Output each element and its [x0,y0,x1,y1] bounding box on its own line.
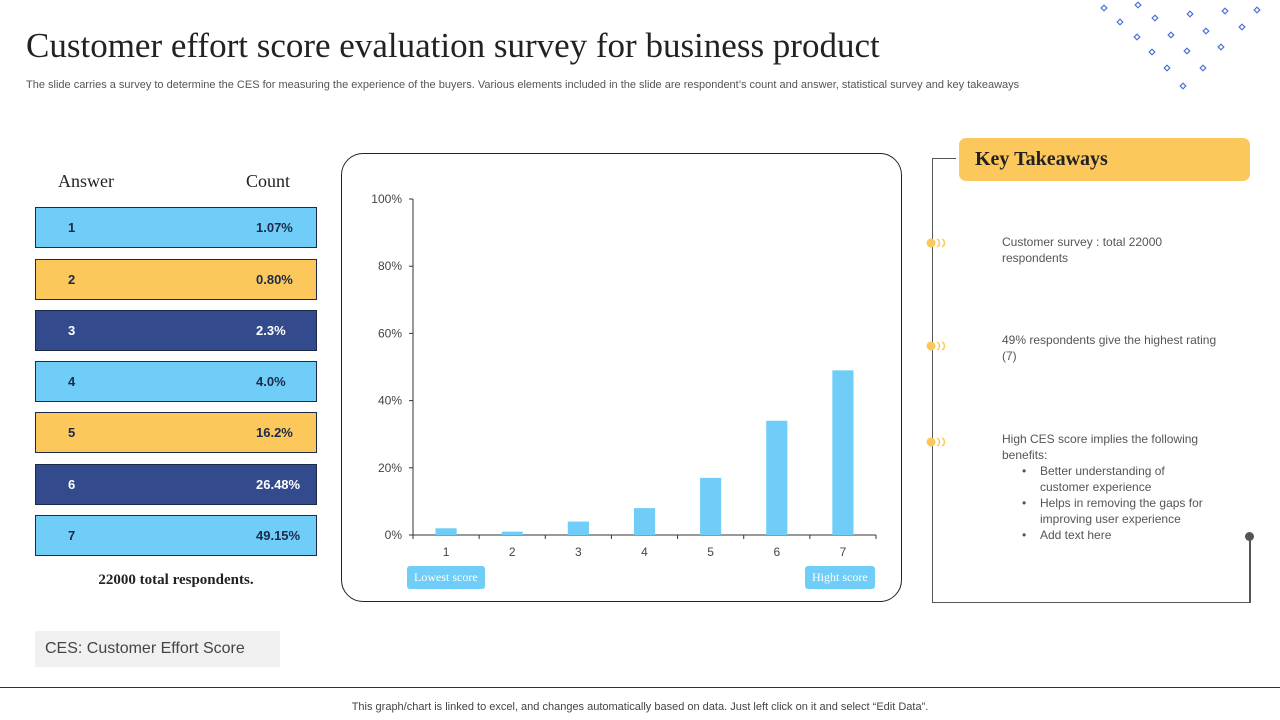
benefit-item: Helps in removing the gaps for improving… [1022,495,1217,527]
benefit-item: Better understanding of customer experie… [1022,463,1217,495]
count-value: 0.80% [256,272,293,287]
decorative-dots-icon [1100,1,1261,90]
y-tick-label: 100% [371,192,402,206]
bar [633,508,656,535]
x-tick-label: 1 [443,545,450,559]
bullet-marker-icon [926,238,946,248]
x-tick-label: 4 [641,545,648,559]
y-tick-label: 0% [385,528,403,542]
bar [700,477,722,535]
takeaway-text: High CES score implies the following ben… [1002,432,1199,462]
highest-score-tag: Hight score [805,566,875,589]
ces-definition: CES: Customer Effort Score [35,631,280,667]
y-tick-label: 80% [378,259,402,273]
page-subtitle: The slide carries a survey to determine … [26,79,1020,91]
y-tick-label: 20% [378,461,402,475]
table-row: 5 16.2% [35,412,317,453]
bullet-marker-icon [926,341,946,351]
table-row: 7 49.15% [35,515,317,556]
lowest-score-tag: Lowest score [407,566,485,589]
table-row: 4 4.0% [35,361,317,402]
benefit-item: Add text here [1022,527,1217,543]
y-tick-label: 60% [378,326,402,340]
answer-value: 3 [68,323,76,338]
table-row: 3 2.3% [35,310,317,351]
takeaway-text: Customer survey : total 22000 respondent… [1002,235,1163,265]
bullet-marker-icon [926,437,946,447]
chart-panel [341,153,902,602]
count-value: 2.3% [256,323,286,338]
takeaway-item: 49% respondents give the highest rating … [1002,332,1217,364]
count-column-header: Count [246,171,291,191]
answer-column-header: Answer [58,171,114,191]
takeaways-header: Key Takeaways [959,138,1250,181]
count-value: 49.15% [256,528,301,543]
x-tick-label: 6 [773,545,780,559]
count-value: 1.07% [256,220,293,235]
answer-value: 6 [68,477,76,492]
bar [501,531,523,535]
frame-end-dot-icon [1245,532,1254,541]
bar [766,420,788,535]
total-respondents: 22000 total respondents. [98,572,254,588]
count-value: 26.48% [256,477,301,492]
table-row: 1 1.07% [35,207,317,248]
count-value: 4.0% [256,374,286,389]
y-tick-label: 40% [378,394,402,408]
bar [832,370,854,535]
x-tick-label: 7 [840,545,847,559]
takeaway-item: High CES score implies the following ben… [1002,431,1217,543]
x-tick-label: 3 [575,545,582,559]
benefit-list: Better understanding of customer experie… [1022,463,1217,543]
takeaway-text: 49% respondents give the highest rating … [1002,333,1217,363]
takeaway-item: Customer survey : total 22000 respondent… [1002,234,1217,266]
x-tick-label: 5 [707,545,714,559]
answer-value: 4 [68,374,76,389]
footer-note: This graph/chart is linked to excel, and… [351,701,929,713]
bar [567,521,589,535]
answer-value: 5 [68,425,76,440]
footer-divider [0,687,1280,688]
count-value: 16.2% [256,425,293,440]
bar [435,528,457,535]
table-row: 2 0.80% [35,259,317,300]
table-row: 6 26.48% [35,464,317,505]
page-title: Customer effort score evaluation survey … [26,26,880,65]
answer-value: 2 [68,272,76,287]
answer-value: 7 [68,528,76,543]
answer-value: 1 [68,220,76,235]
x-tick-label: 2 [509,545,516,559]
